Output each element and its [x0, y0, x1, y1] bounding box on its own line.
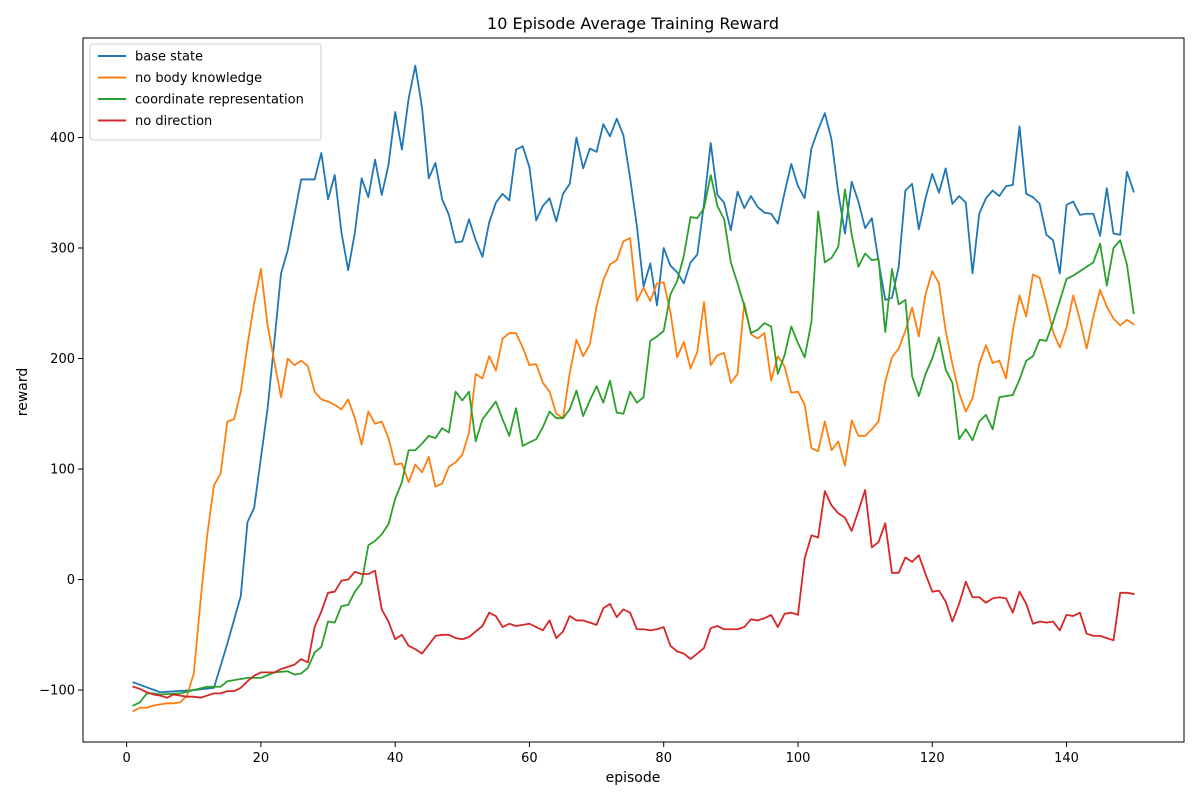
legend-entry-label: base state: [135, 50, 203, 65]
x-tick-label: 40: [387, 751, 404, 766]
x-tick-label: 0: [122, 751, 130, 766]
legend-box: [89, 43, 322, 141]
series-line-coordinate-representation: [132, 174, 1135, 707]
series-layer: [132, 64, 1135, 713]
legend: base state no body knowledge coordinate re…: [89, 43, 322, 141]
x-tick-label: 100: [786, 751, 811, 766]
y-tick-label: 300: [50, 241, 75, 256]
y-tick-label: 0: [67, 573, 75, 588]
x-tick-label: 80: [655, 751, 672, 766]
series-line-base-state: [132, 64, 1135, 694]
y-tick-label: 400: [50, 131, 75, 146]
legend-entry-label: no direction: [135, 114, 212, 129]
y-tick-label: 100: [50, 463, 75, 478]
y-tick-label: −100: [39, 684, 75, 699]
series-line-no-direction: [132, 489, 1135, 699]
x-tick-label: 20: [253, 751, 270, 766]
legend-entry-label: coordinate representation: [135, 93, 304, 108]
chart-title: 10 Episode Average Training Reward: [487, 14, 779, 33]
plot-frame: [82, 37, 1185, 743]
axes-layer: 0 20 40 60 80 100 120 140 −100 0 100 200 300 400: [39, 37, 1185, 766]
legend-entry-label: no body knowledge: [135, 71, 262, 86]
series-line-no-body-knowledge: [132, 237, 1135, 713]
x-axis-label: episode: [606, 770, 661, 786]
y-tick-label: 200: [50, 352, 75, 367]
x-tick-label: 60: [521, 751, 538, 766]
y-axis-label: reward: [15, 368, 31, 417]
x-tick-label: 120: [920, 751, 945, 766]
x-tick-label: 140: [1054, 751, 1079, 766]
